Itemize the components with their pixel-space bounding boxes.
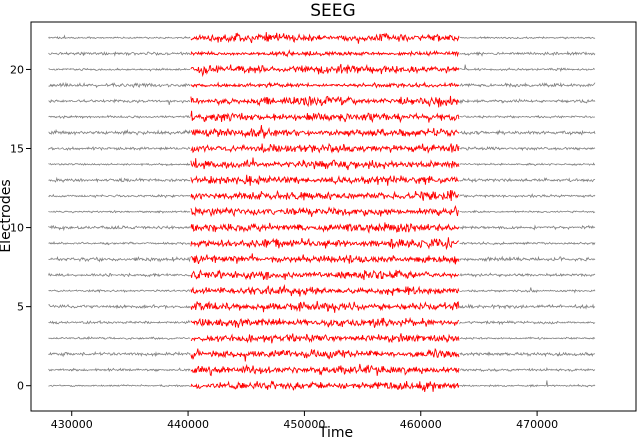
y-tick-label: 5 xyxy=(17,301,24,314)
trace-electrode-19-ictal xyxy=(190,81,460,89)
trace-electrode-10-pre xyxy=(48,225,191,232)
trace-electrode-12-pre xyxy=(48,193,191,199)
chart-title: SEEG xyxy=(310,1,355,21)
trace-electrode-19-pre xyxy=(48,81,191,89)
trace-electrode-0-pre xyxy=(48,384,191,388)
trace-electrode-13-post xyxy=(459,177,596,184)
trace-electrode-21-ictal xyxy=(190,49,460,58)
trace-electrode-0-ictal xyxy=(190,380,460,392)
trace-electrode-4-pre xyxy=(48,319,191,325)
trace-electrode-3-ictal xyxy=(190,333,460,344)
trace-electrode-10-ictal xyxy=(190,222,460,234)
y-axis-label: Electrodes xyxy=(0,179,14,252)
trace-electrode-1-pre xyxy=(48,367,191,373)
trace-electrode-13-pre xyxy=(48,176,191,183)
trace-electrode-21-post xyxy=(459,50,596,57)
x-axis-ticks: 430000 440000 450000 460000 470000 xyxy=(51,411,558,431)
trace-electrode-22-post xyxy=(459,36,596,40)
trace-electrode-5-ictal xyxy=(190,300,460,313)
trace-electrode-9-pre xyxy=(48,241,191,246)
trace-electrode-5-pre xyxy=(48,303,191,310)
trace-electrode-21-pre xyxy=(48,51,191,57)
trace-electrode-7-ictal xyxy=(190,269,460,281)
trace-electrode-19-post xyxy=(459,81,596,88)
x-axis-label: Time xyxy=(318,425,353,440)
trace-electrode-8-post xyxy=(459,255,596,262)
trace-electrode-2-pre xyxy=(48,350,191,358)
trace-electrode-17-post xyxy=(459,114,596,119)
trace-electrode-14-post xyxy=(459,162,596,166)
trace-electrode-17-pre xyxy=(48,114,191,120)
trace-electrode-1-post xyxy=(459,367,596,372)
trace-electrode-5-post xyxy=(459,303,596,310)
trace-electrode-7-post xyxy=(459,272,596,278)
trace-electrode-11-ictal xyxy=(190,204,460,218)
y-tick-label: 10 xyxy=(10,222,24,235)
trace-electrode-6-ictal xyxy=(190,284,460,297)
x-tick-label: 470000 xyxy=(516,418,558,431)
plot-frame xyxy=(30,21,637,412)
trace-electrode-1-ictal xyxy=(190,363,460,377)
trace-electrode-7-pre xyxy=(48,272,191,278)
trace-electrode-15-post xyxy=(459,146,596,152)
trace-electrode-2-post xyxy=(459,351,596,358)
trace-electrode-11-post xyxy=(459,209,596,214)
trace-electrode-4-ictal xyxy=(190,316,460,328)
y-axis-ticks: 0 5 10 15 20 xyxy=(10,63,31,393)
trace-electrode-22-pre xyxy=(48,34,191,40)
trace-electrode-12-ictal xyxy=(190,189,460,202)
trace-electrode-6-post xyxy=(459,287,596,294)
y-tick-label: 0 xyxy=(17,380,24,393)
trace-electrode-18-post xyxy=(459,98,596,105)
trace-electrode-12-post xyxy=(459,193,596,199)
trace-electrode-10-post xyxy=(459,224,596,231)
x-tick-label: 440000 xyxy=(167,418,209,431)
trace-electrode-11-pre xyxy=(48,209,191,214)
x-tick-label: 430000 xyxy=(51,418,93,431)
trace-electrode-14-ictal xyxy=(190,157,460,171)
x-tick-label: 460000 xyxy=(400,418,442,431)
trace-electrode-14-pre xyxy=(48,162,191,167)
trace-electrode-18-ictal xyxy=(190,95,460,108)
trace-electrode-9-ictal xyxy=(190,237,460,251)
traces-group xyxy=(48,32,596,392)
trace-electrode-8-ictal xyxy=(190,253,460,265)
trace-electrode-3-pre xyxy=(48,335,191,340)
trace-electrode-15-pre xyxy=(48,146,191,151)
trace-electrode-13-ictal xyxy=(190,174,460,186)
trace-electrode-0-post xyxy=(459,380,596,388)
y-tick-label: 20 xyxy=(10,63,24,76)
trace-electrode-8-pre xyxy=(48,255,191,263)
trace-electrode-9-post xyxy=(459,241,596,246)
trace-electrode-15-ictal xyxy=(190,142,460,154)
trace-electrode-20-post xyxy=(459,64,595,73)
trace-electrode-2-ictal xyxy=(190,347,460,362)
y-tick-label: 15 xyxy=(10,143,24,156)
trace-electrode-16-pre xyxy=(48,128,191,136)
trace-electrode-6-pre xyxy=(48,289,191,294)
x-tick-label: 450000 xyxy=(283,418,325,431)
trace-electrode-17-ictal xyxy=(190,110,460,124)
trace-electrode-18-pre xyxy=(48,98,191,105)
trace-electrode-3-post xyxy=(459,336,596,340)
trace-electrode-16-ictal xyxy=(190,124,460,139)
trace-electrode-4-post xyxy=(459,320,596,326)
trace-electrode-20-ictal xyxy=(190,63,460,78)
trace-electrode-20-pre xyxy=(48,67,191,72)
trace-electrode-22-ictal xyxy=(190,32,460,44)
trace-electrode-16-post xyxy=(459,129,596,136)
